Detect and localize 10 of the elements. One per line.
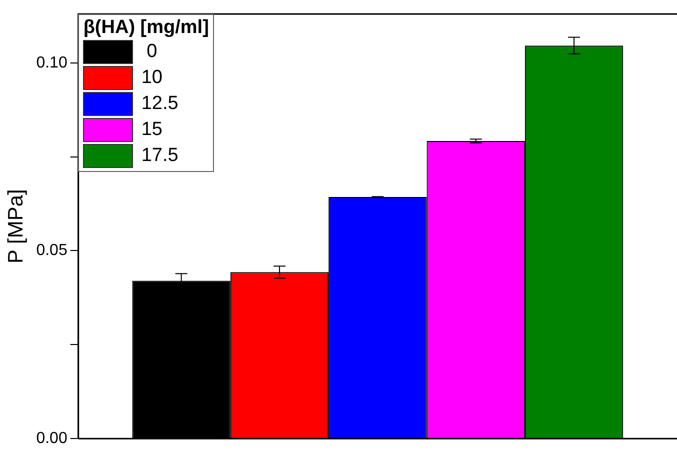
- legend-label: 17.5: [141, 145, 178, 167]
- y-tick-label: 0.10: [36, 54, 68, 72]
- y-axis-title: P [MPa]: [4, 189, 28, 264]
- legend-label: 12.5: [141, 93, 178, 115]
- y-tick-label: 0.05: [36, 242, 68, 260]
- legend-title: β(HA) [mg/ml]: [83, 17, 209, 39]
- legend-label: 15: [141, 119, 162, 141]
- legend-label: 10: [141, 67, 162, 89]
- y-tick-label: 0.00: [36, 430, 68, 448]
- legend-label: 0: [146, 41, 158, 63]
